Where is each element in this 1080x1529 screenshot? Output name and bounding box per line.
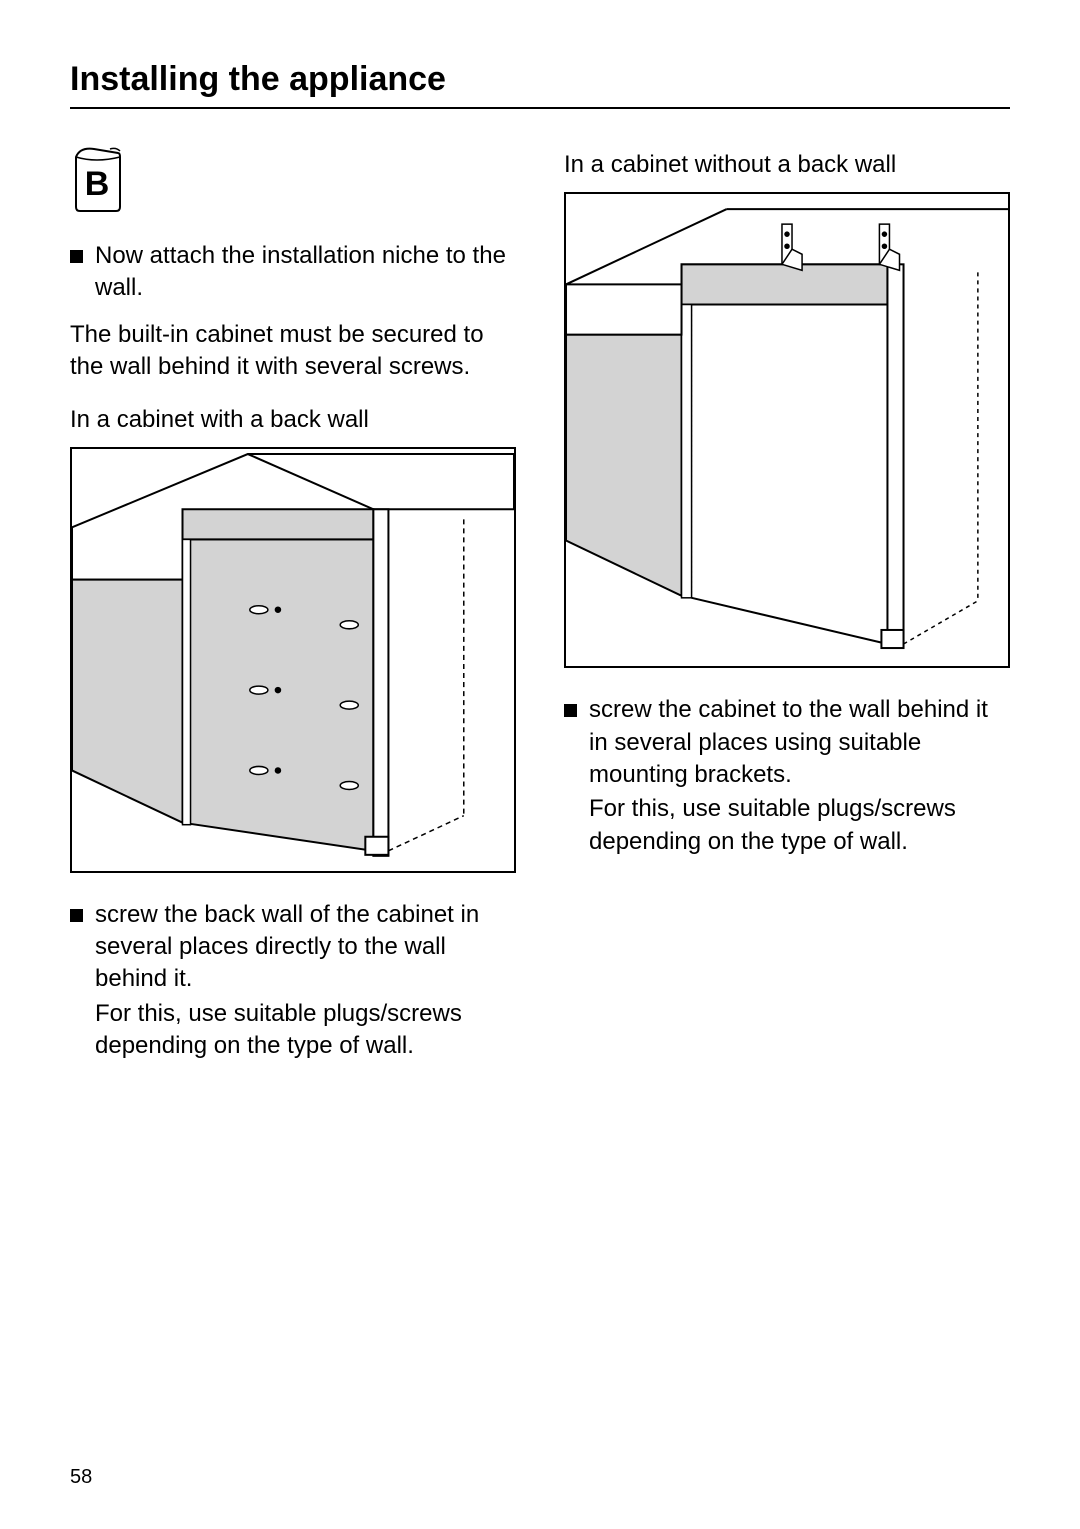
followup-text: For this, use suitable plugs/screws depe… [589, 793, 1010, 858]
bullet-screw-brackets: screw the cabinet to the wall behind it … [564, 694, 1010, 858]
figure-cabinet-without-backwall [564, 192, 1010, 668]
square-bullet-icon [70, 909, 83, 922]
followup-text: For this, use suitable plugs/screws depe… [95, 998, 516, 1063]
square-bullet-icon [564, 704, 577, 717]
step-b-icon: B [70, 143, 516, 218]
bullet-attach-niche: Now attach the installation niche to the… [70, 240, 516, 305]
figure-cabinet-with-backwall [70, 447, 516, 873]
bullet-text: screw the cabinet to the wall behind it … [589, 696, 988, 788]
page-number: 58 [70, 1466, 92, 1489]
bullet-screw-backwall: screw the back wall of the cabinet in se… [70, 899, 516, 1063]
bullet-text: Now attach the installation niche to the… [95, 240, 516, 305]
subhead-without-backwall: In a cabinet without a back wall [564, 149, 1010, 180]
paragraph-secure-cabinet: The built-in cabinet must be secured to … [70, 319, 516, 384]
bullet-text: screw the back wall of the cabinet in se… [95, 901, 479, 993]
step-letter: B [85, 165, 110, 203]
page-title: Installing the appliance [70, 60, 1010, 99]
two-column-layout: B Now attach the installation niche to t… [70, 143, 1010, 1077]
square-bullet-icon [70, 250, 83, 263]
manual-page: Installing the appliance B Now attach th… [0, 0, 1080, 1529]
subhead-with-backwall: In a cabinet with a back wall [70, 404, 516, 435]
right-column: In a cabinet without a back wall [564, 143, 1010, 1077]
title-underline [70, 107, 1010, 109]
left-column: B Now attach the installation niche to t… [70, 143, 516, 1077]
